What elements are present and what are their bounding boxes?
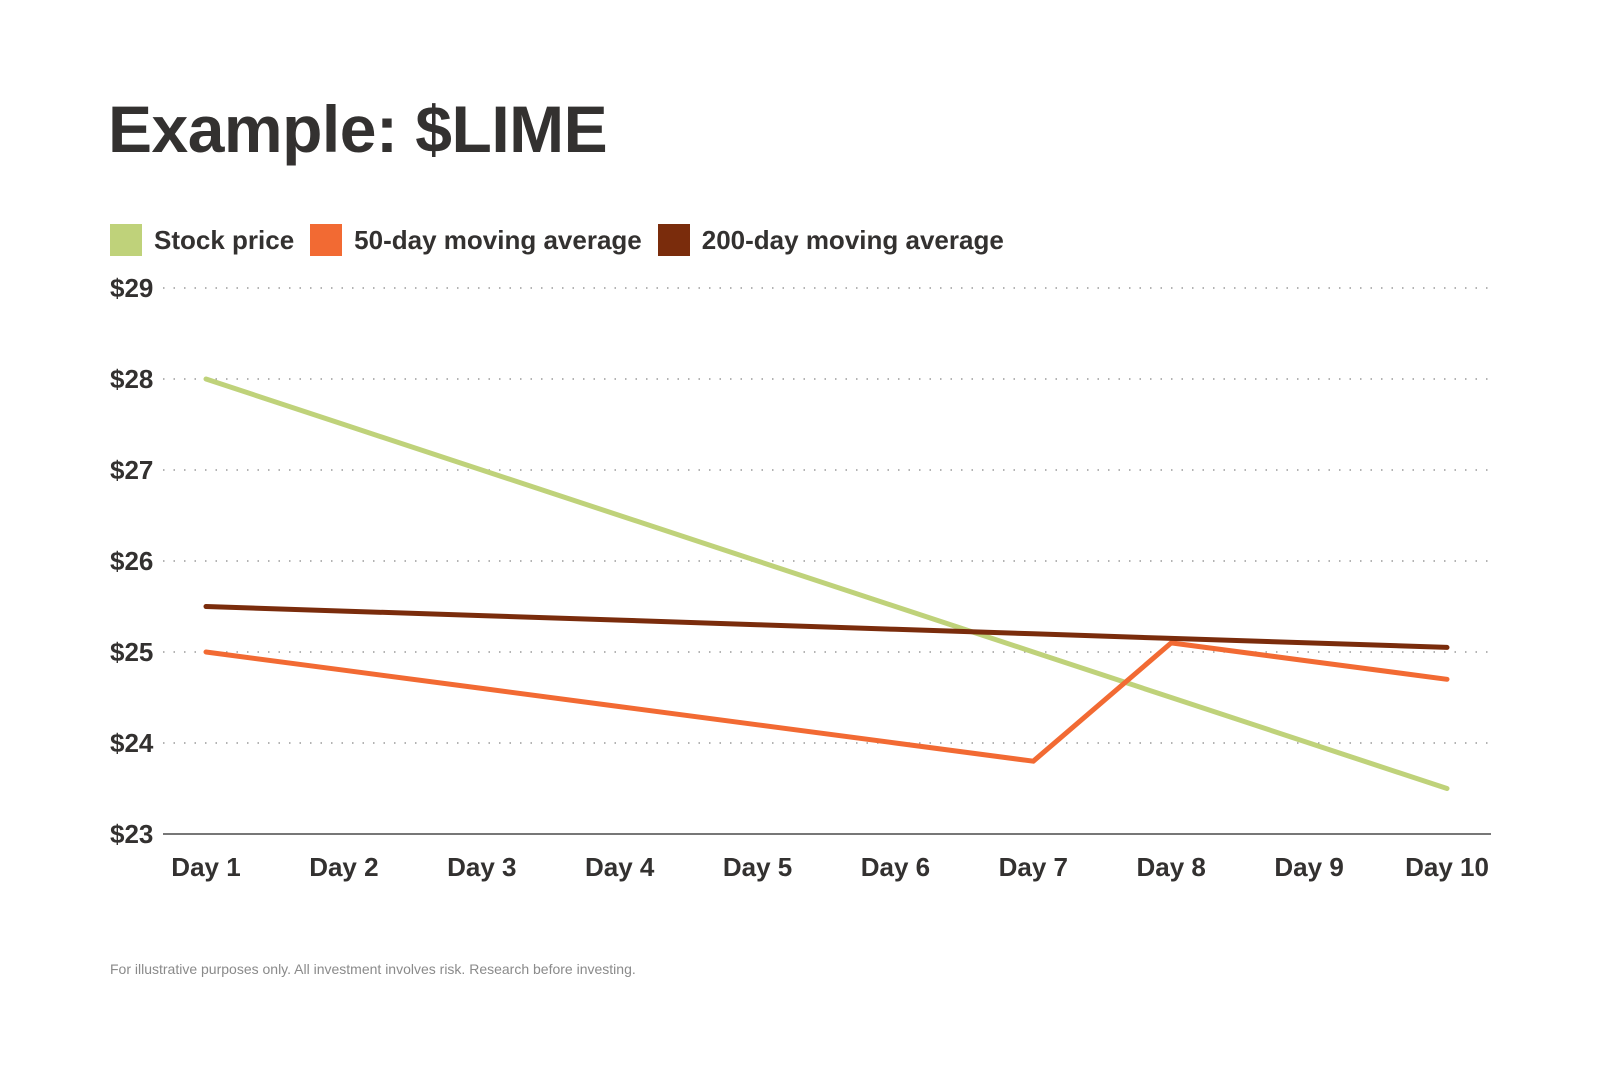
y-tick-label: $28 xyxy=(110,364,153,394)
y-tick-label: $27 xyxy=(110,455,153,485)
x-tick-label: Day 9 xyxy=(1274,852,1343,882)
footnote: For illustrative purposes only. All inve… xyxy=(110,961,636,977)
y-tick-label: $25 xyxy=(110,637,153,667)
series-line-200-day-moving-average xyxy=(206,607,1447,648)
y-tick-label: $23 xyxy=(110,819,153,849)
x-tick-label: Day 10 xyxy=(1405,852,1489,882)
series-lines xyxy=(206,379,1447,789)
x-tick-label: Day 1 xyxy=(171,852,240,882)
y-tick-label: $29 xyxy=(110,273,153,303)
x-tick-label: Day 3 xyxy=(447,852,516,882)
y-tick-label: $24 xyxy=(110,728,154,758)
series-line-50-day-moving-average xyxy=(206,643,1447,761)
x-tick-label: Day 8 xyxy=(1137,852,1206,882)
series-line-stock-price xyxy=(206,379,1447,789)
y-axis-ticks: $23 $24 $25 $26 $27 $28 $29 xyxy=(110,273,154,849)
x-tick-label: Day 6 xyxy=(861,852,930,882)
x-axis-ticks: Day 1 Day 2 Day 3 Day 4 Day 5 Day 6 Day 7 Day 8… xyxy=(171,852,1489,882)
x-tick-label: Day 2 xyxy=(309,852,378,882)
x-tick-label: Day 5 xyxy=(723,852,792,882)
x-tick-label: Day 7 xyxy=(999,852,1068,882)
x-tick-label: Day 4 xyxy=(585,852,655,882)
y-tick-label: $26 xyxy=(110,546,153,576)
